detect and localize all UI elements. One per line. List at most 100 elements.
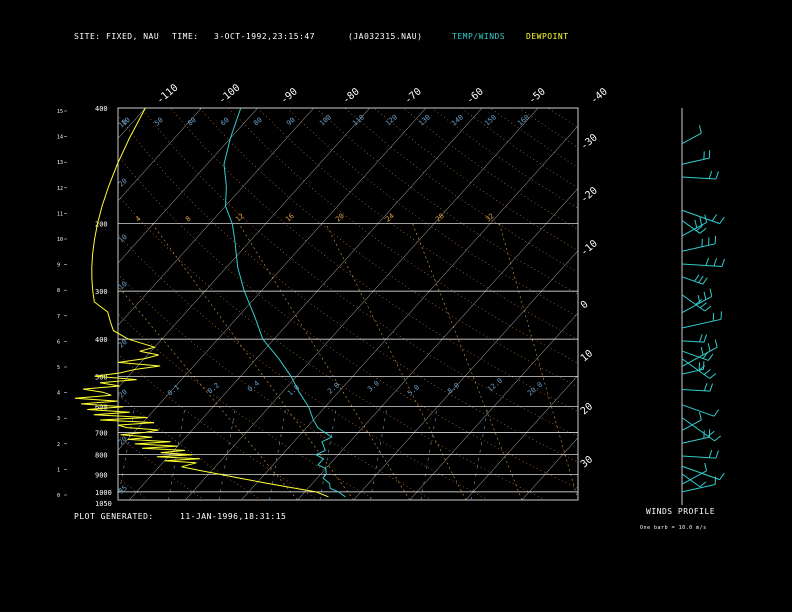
wind-barb-flag bbox=[699, 217, 703, 226]
wind-barb-flag bbox=[697, 294, 701, 304]
wind-barb-flag bbox=[704, 305, 712, 312]
pressure-tick-label: 600 bbox=[95, 404, 108, 412]
pressure-tick-label: 400 bbox=[95, 105, 108, 113]
left-adiabat-label: 20 bbox=[117, 435, 129, 447]
file-id: (JA032315.NAU) bbox=[348, 32, 423, 41]
mixing-ratio-line bbox=[370, 406, 388, 500]
isotherm-line bbox=[118, 108, 202, 202]
wind-barb-flag bbox=[696, 225, 703, 232]
pressure-tick-label: 700 bbox=[95, 429, 108, 437]
wind-barb-flag bbox=[703, 369, 711, 375]
wind-barb-flag bbox=[715, 450, 720, 459]
wind-barb-flag bbox=[707, 343, 711, 352]
isotherm-top-label: -100 bbox=[217, 82, 243, 106]
wind-barb-flag bbox=[715, 171, 720, 180]
dry-adiabat-label: 150 bbox=[483, 113, 498, 127]
wind-barb-flag bbox=[713, 258, 718, 267]
moist-adiabat-label: 20 bbox=[334, 212, 346, 224]
isotherm-line bbox=[118, 108, 371, 389]
height-tick-label: 8 bbox=[57, 288, 60, 294]
dry-adiabat-label: 100 bbox=[318, 113, 333, 127]
dry-adiabat-label: 10 bbox=[120, 116, 132, 128]
wind-barb-flag bbox=[694, 274, 700, 282]
dry-adiabat-label: 60 bbox=[219, 116, 231, 128]
height-tick-label: 6 bbox=[57, 339, 60, 345]
wind-barb-flag bbox=[703, 334, 708, 343]
isotherm-top-label: -80 bbox=[341, 86, 362, 106]
wind-barb-staff bbox=[681, 157, 710, 165]
dry-adiabat-line bbox=[118, 114, 578, 463]
wind-barb-staff bbox=[681, 294, 706, 312]
left-adiabat-label: 20 bbox=[117, 177, 129, 189]
dry-adiabat-line bbox=[489, 108, 578, 168]
height-tick-label: 11 bbox=[57, 211, 63, 217]
wind-barb-flag bbox=[714, 435, 722, 442]
wind-barb-flag bbox=[700, 347, 704, 356]
mixing-ratio-label: 5.0 bbox=[406, 383, 421, 397]
moist-adiabat-line bbox=[325, 223, 467, 500]
wind-barb-staff bbox=[681, 419, 702, 431]
isotherm-line bbox=[353, 250, 578, 500]
dry-adiabat-line bbox=[118, 394, 262, 500]
left-adiabat-label: 35 bbox=[117, 484, 129, 496]
wind-barb-flag bbox=[694, 219, 698, 228]
dry-adiabat-line bbox=[118, 154, 578, 489]
wind-barb-staff bbox=[681, 368, 704, 375]
pressure-tick-label: 800 bbox=[95, 452, 108, 460]
wind-barb-staff bbox=[681, 340, 704, 343]
moist-adiabat-line bbox=[499, 223, 578, 500]
moist-adiabat-label: 28 bbox=[434, 212, 446, 224]
left-adiabat-label: 10 bbox=[117, 118, 129, 130]
plot-generated-value: 11-JAN-1996,18:31:15 bbox=[180, 512, 287, 521]
pressure-tick-label: 1050 bbox=[95, 500, 112, 508]
wind-barb-staff bbox=[681, 465, 720, 481]
moist-adiabat-label: 12 bbox=[234, 212, 246, 224]
isotherm-top-label: -70 bbox=[403, 86, 424, 106]
dry-adiabat-label: 140 bbox=[450, 113, 465, 127]
left-adiabat-label: 10 bbox=[117, 233, 129, 245]
height-tick-label: 15 bbox=[57, 109, 63, 115]
height-tick-label: 4 bbox=[57, 391, 60, 397]
wind-barb-flag bbox=[699, 481, 707, 488]
moist-adiabat-label: 32 bbox=[484, 212, 496, 224]
isotherm-right-label: 20 bbox=[579, 401, 595, 417]
dry-adiabat-label: 50 bbox=[153, 116, 165, 128]
isotherm-top-label: -90 bbox=[279, 86, 300, 106]
dry-adiabat-line bbox=[518, 108, 578, 148]
dry-adiabat-label: 90 bbox=[285, 116, 297, 128]
plot-area bbox=[0, 108, 578, 500]
pressure-tick-label: 400 bbox=[95, 336, 108, 344]
wind-barb-staff bbox=[681, 220, 701, 234]
height-tick-label: 2 bbox=[57, 442, 60, 448]
height-tick-label: 7 bbox=[57, 314, 60, 320]
wind-barb-staff bbox=[681, 470, 707, 485]
dry-adiabat-line bbox=[118, 273, 433, 500]
wind-barb-flag bbox=[699, 411, 702, 421]
wind-barb-staff bbox=[681, 295, 713, 314]
wind-barb-staff bbox=[681, 436, 710, 444]
height-tick-label: 14 bbox=[57, 135, 63, 141]
isotherm-line bbox=[118, 108, 258, 264]
plot-generated-label: PLOT GENERATED: bbox=[74, 512, 154, 521]
pressure-tick-label: 200 bbox=[95, 221, 108, 229]
wind-barb-staff bbox=[681, 176, 716, 180]
wind-barb-flag bbox=[705, 257, 710, 266]
wind-barb-staff bbox=[681, 473, 701, 488]
wind-barb-flag bbox=[699, 334, 703, 343]
isotherm-line bbox=[0, 108, 33, 500]
wind-barb-flag bbox=[704, 462, 708, 471]
mixing-ratio-label: 0.1 bbox=[166, 383, 181, 397]
mixing-ratio-label: 0.2 bbox=[206, 381, 221, 395]
isotherm-line bbox=[521, 437, 578, 500]
mixing-ratio-line bbox=[17, 407, 34, 500]
wind-barb-staff bbox=[681, 404, 715, 417]
isotherm-line bbox=[409, 312, 578, 500]
isotherm-right-label: -30 bbox=[579, 132, 600, 152]
pressure-tick-label: 1000 bbox=[95, 489, 112, 497]
site-label: SITE: bbox=[74, 32, 101, 41]
wind-barb-flag bbox=[714, 339, 718, 348]
wind-barb-flag bbox=[707, 353, 714, 361]
time-label: TIME: bbox=[172, 32, 199, 41]
mixing-ratio-label: 3.0 bbox=[366, 379, 381, 393]
left-adiabat-label: 20 bbox=[117, 338, 129, 350]
